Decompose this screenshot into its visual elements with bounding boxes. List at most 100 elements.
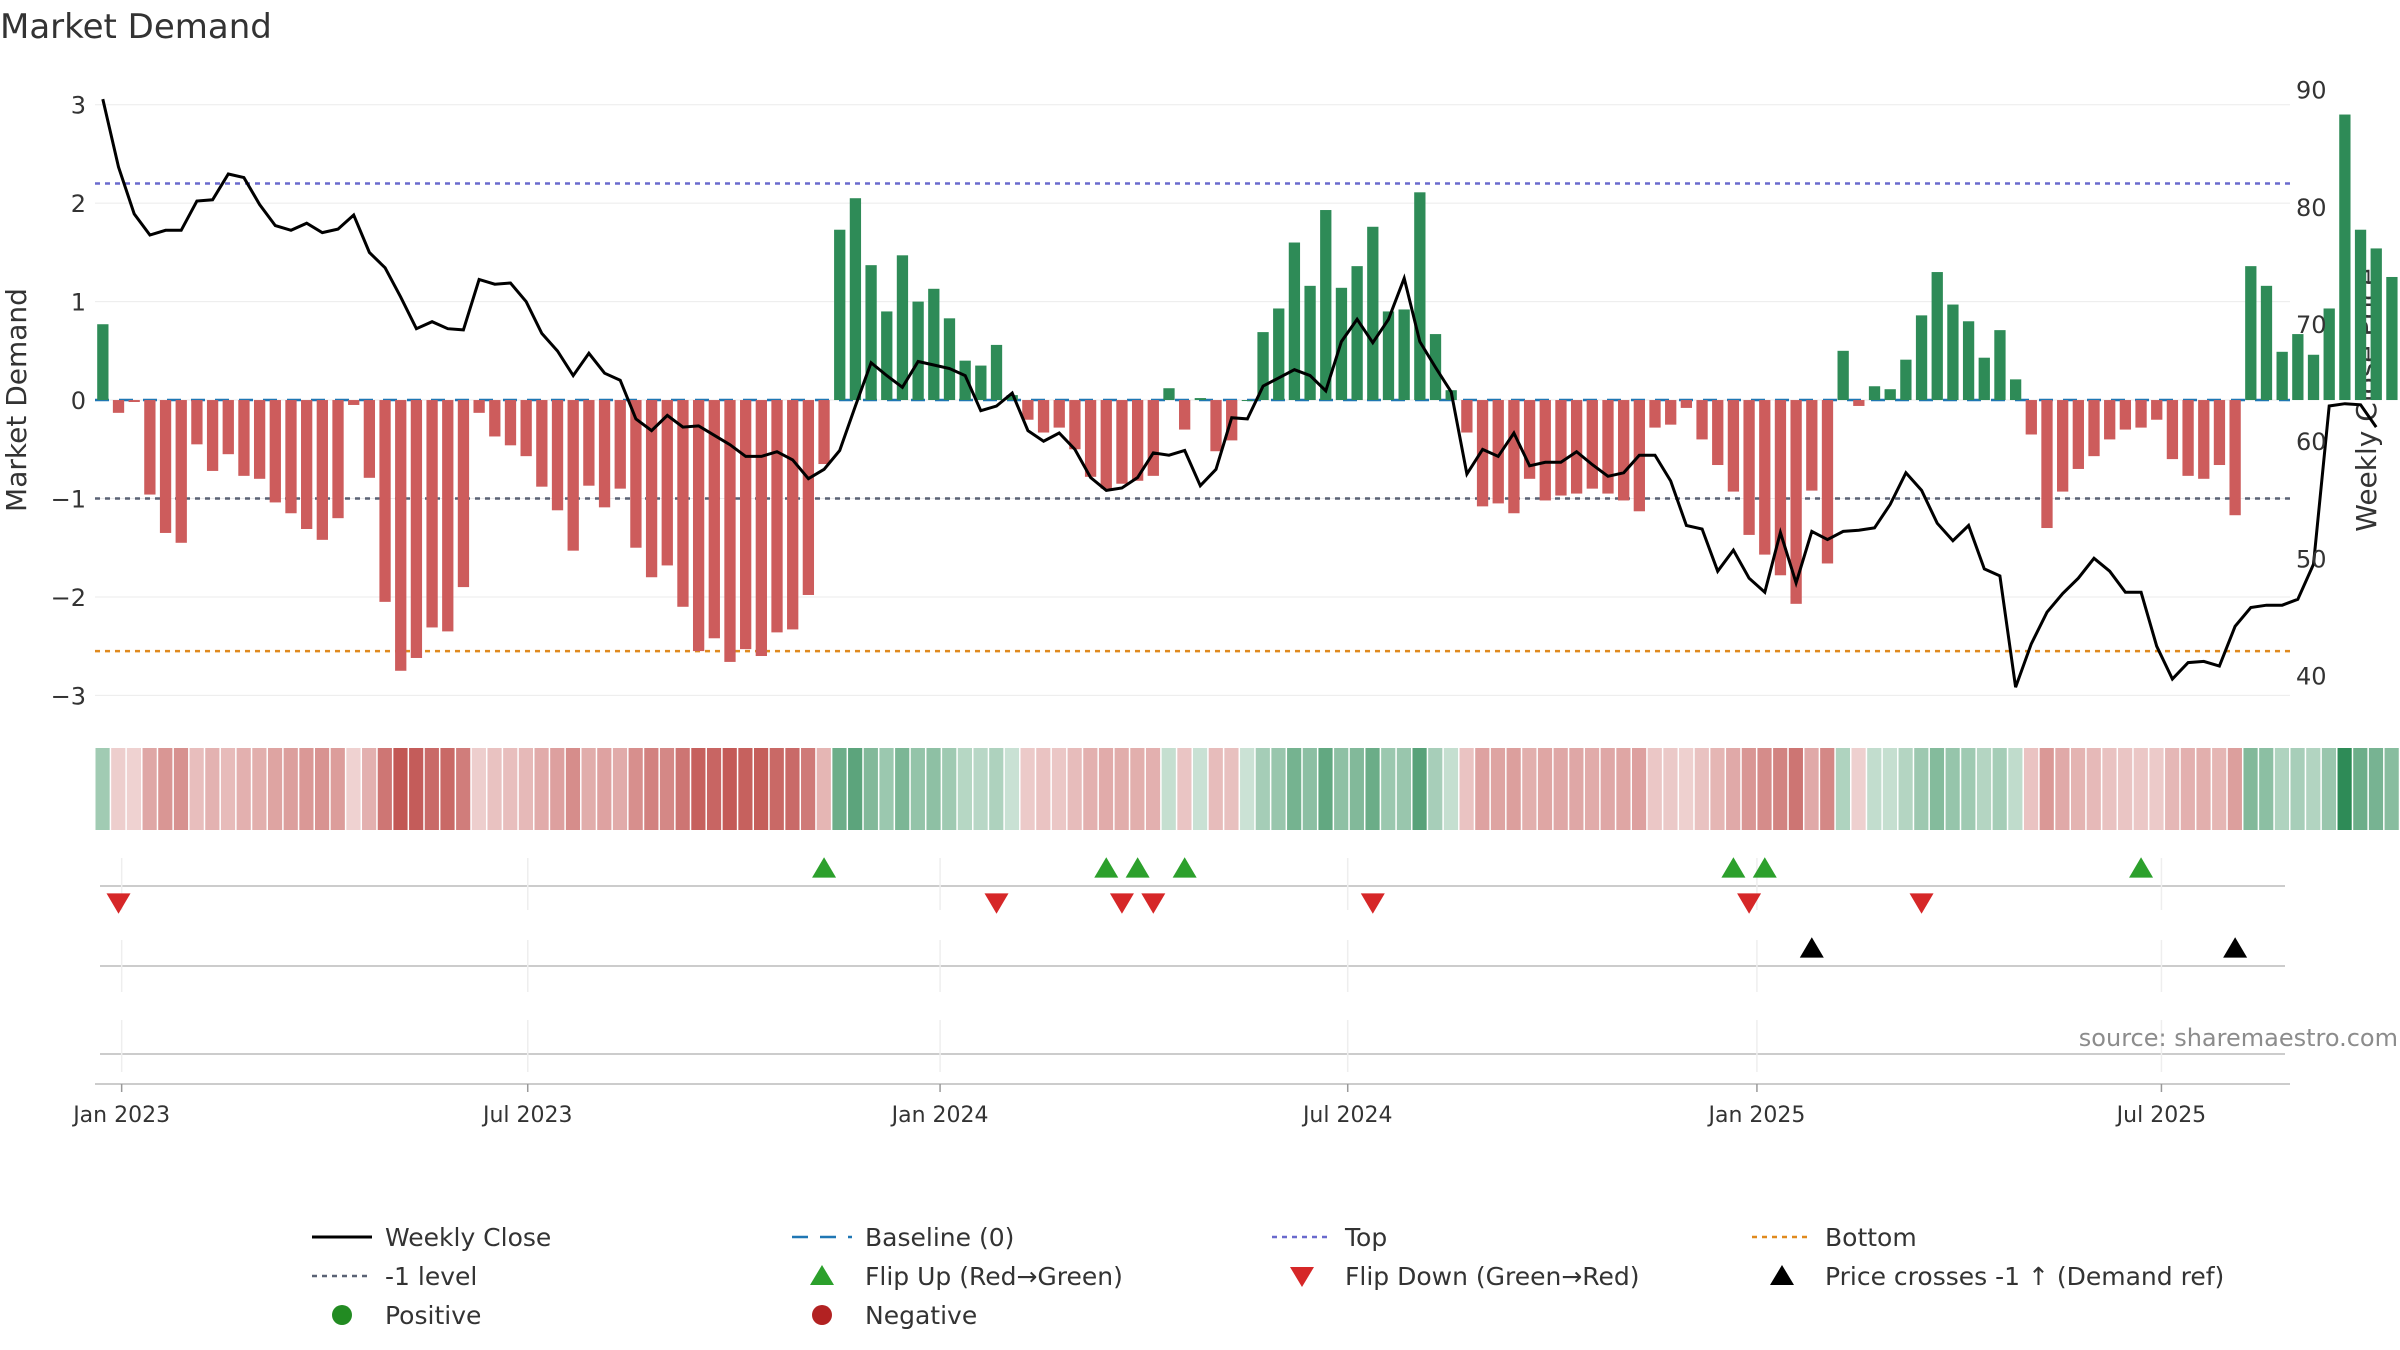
demand-bar [1508, 400, 1520, 514]
chart-title: Market Demand [0, 7, 272, 47]
demand-bar [1147, 400, 1159, 476]
demand-bar [2245, 266, 2257, 401]
legend-label: Weekly Close [385, 1223, 551, 1252]
demand-bar [2307, 354, 2320, 401]
regime-strip-cell [205, 748, 220, 830]
regime-strip-cell [1145, 748, 1161, 830]
regime-strip-cell [2306, 748, 2321, 830]
regime-strip-cell [456, 748, 471, 830]
demand-bar [1476, 400, 1489, 507]
demand-bar [238, 400, 250, 476]
demand-bar [2025, 400, 2037, 435]
demand-bars [97, 114, 2398, 671]
demand-bar [473, 400, 485, 413]
regime-strip-cell [1271, 748, 1286, 830]
regime-strip-cell [2196, 748, 2211, 830]
regime-strip-cell [644, 748, 659, 830]
y2-tick-label: 90 [2296, 77, 2327, 105]
demand-bar [677, 400, 689, 607]
demand-bar [2339, 114, 2351, 401]
demand-bar [332, 400, 344, 519]
demand-bar [253, 400, 266, 479]
regime-strip-cell [503, 748, 518, 830]
regime-strip-cell [785, 748, 800, 830]
demand-bar [1947, 304, 1959, 401]
demand-bar [1367, 226, 1379, 401]
regime-strip-cell [863, 748, 878, 830]
demand-bar [1806, 400, 1818, 491]
regime-strip-cell [2321, 748, 2337, 830]
demand-bar [489, 400, 501, 437]
demand-bar [1398, 309, 1410, 401]
demand-bar [1351, 266, 1363, 401]
demand-bar [206, 400, 219, 471]
regime-strip-cell [1992, 748, 2007, 830]
demand-bar [536, 400, 548, 487]
demand-bar [2354, 229, 2367, 401]
regime-strip-cell [895, 748, 910, 830]
regime-strip-cell [1867, 748, 1882, 830]
demand-bar [1414, 192, 1426, 401]
regime-strip-cell [1914, 748, 1929, 830]
demand-bar [1790, 400, 1802, 604]
regime-strip-cell [1961, 748, 1976, 830]
regime-strip-cell [267, 748, 283, 830]
regime-strip-cell [1428, 748, 1443, 830]
demand-bar [175, 400, 187, 543]
regime-strip-cell [722, 748, 737, 830]
regime-strip-cell [346, 748, 361, 830]
demand-bar [1257, 332, 1269, 401]
demand-bar [1915, 315, 1928, 401]
demand-bar [2198, 400, 2210, 479]
regime-strip-cell [1584, 748, 1600, 830]
regime-strip-cell [1835, 748, 1850, 830]
regime-strip-cell [95, 748, 110, 830]
demand-bar [222, 400, 234, 455]
legend-swatch [810, 1265, 834, 1285]
demand-bar [159, 400, 172, 533]
regime-strip-cell [2180, 748, 2195, 830]
y-tick-label: 3 [71, 92, 86, 120]
regime-strip-cell [1773, 748, 1788, 830]
x-tick-label: Jan 2024 [890, 1103, 989, 1128]
regime-strip-cell [1130, 748, 1145, 830]
demand-bar [1461, 400, 1473, 433]
demand-bar [1053, 400, 1065, 428]
regime-strip-cell [1083, 748, 1098, 830]
regime-strip-cell [738, 748, 753, 830]
demand-bar [2260, 285, 2273, 401]
demand-bar [316, 400, 328, 540]
demand-bar [787, 400, 799, 630]
regime-strip-cell [942, 748, 957, 830]
regime-strip-cell [1679, 748, 1694, 830]
flip-up-marker [1752, 857, 1777, 878]
demand-bar [2057, 400, 2069, 492]
demand-bar [912, 301, 924, 401]
demand-bar [1649, 400, 1661, 428]
regime-strip-cell [1820, 748, 1835, 830]
demand-bar [959, 360, 971, 401]
regime-strip-cell [769, 748, 784, 830]
y-tick-label: −2 [51, 584, 86, 612]
regime-strip-cell [2133, 748, 2148, 830]
regime-strip-cell [534, 748, 549, 830]
demand-bar [1304, 285, 1316, 401]
demand-bar [1821, 400, 1834, 564]
demand-bar [2072, 400, 2084, 469]
y-tick-label: −1 [51, 485, 86, 513]
regime-strip-cell [1302, 748, 1317, 830]
demand-bar [1962, 321, 1975, 401]
reference-lines [95, 182, 2290, 653]
demand-bar [943, 318, 956, 401]
demand-bar [645, 400, 658, 578]
regime-strip-cell [1334, 748, 1349, 830]
regime-strip-cell [2149, 748, 2164, 830]
regime-strip-cell [581, 748, 596, 830]
regime-strip-cell [879, 748, 894, 830]
demand-bar [112, 400, 125, 413]
regime-strip-cell [2227, 748, 2242, 830]
demand-bar [849, 198, 862, 401]
demand-bar [426, 400, 438, 628]
regime-strip-cell [801, 748, 816, 830]
demand-bar [1320, 210, 1332, 401]
